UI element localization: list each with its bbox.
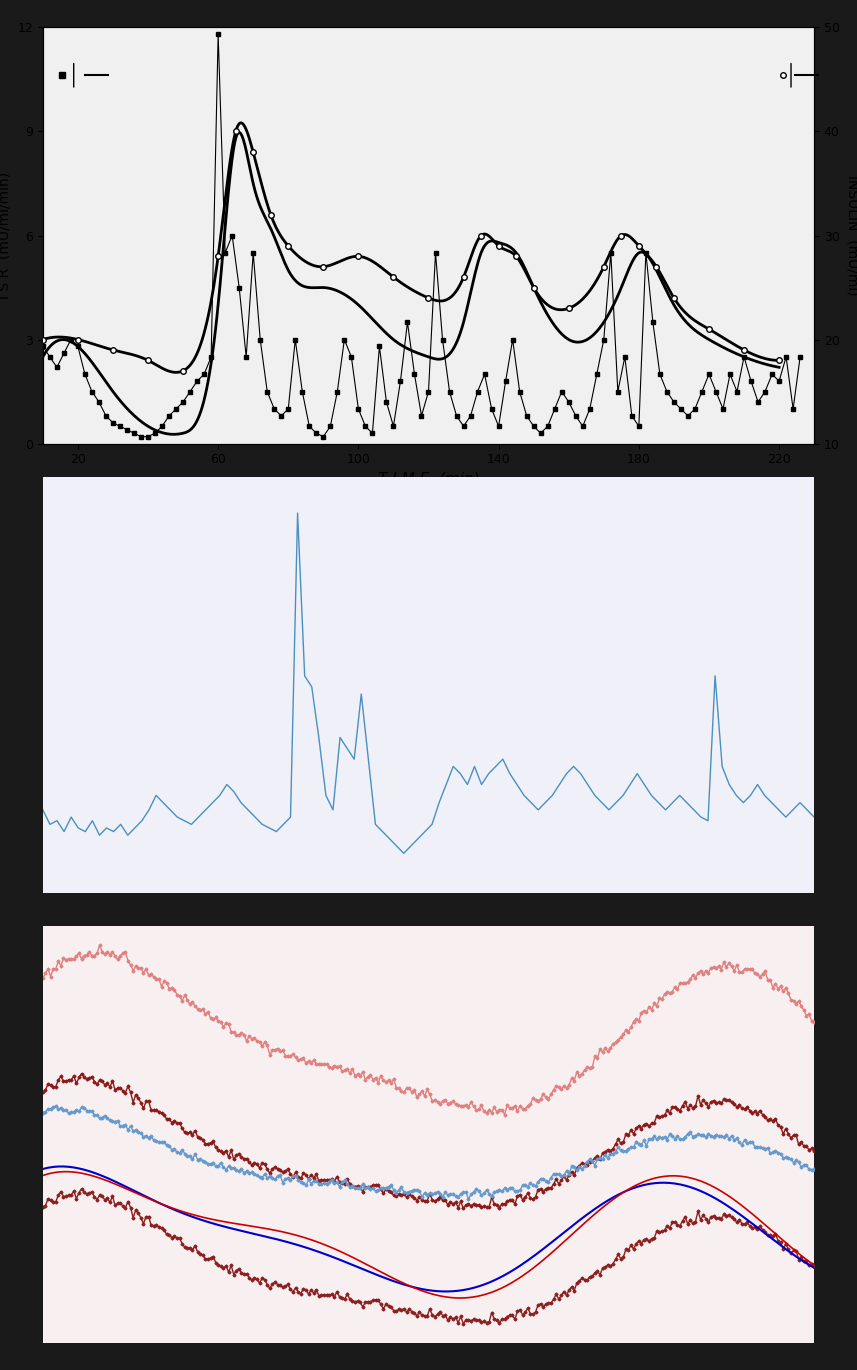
- X-axis label: T I M E  (min): T I M E (min): [378, 471, 479, 486]
- Y-axis label: INSULIN  (mU/ml): INSULIN (mU/ml): [845, 175, 857, 296]
- Y-axis label: I S R  (mU/ml/min): I S R (mU/ml/min): [0, 173, 12, 299]
